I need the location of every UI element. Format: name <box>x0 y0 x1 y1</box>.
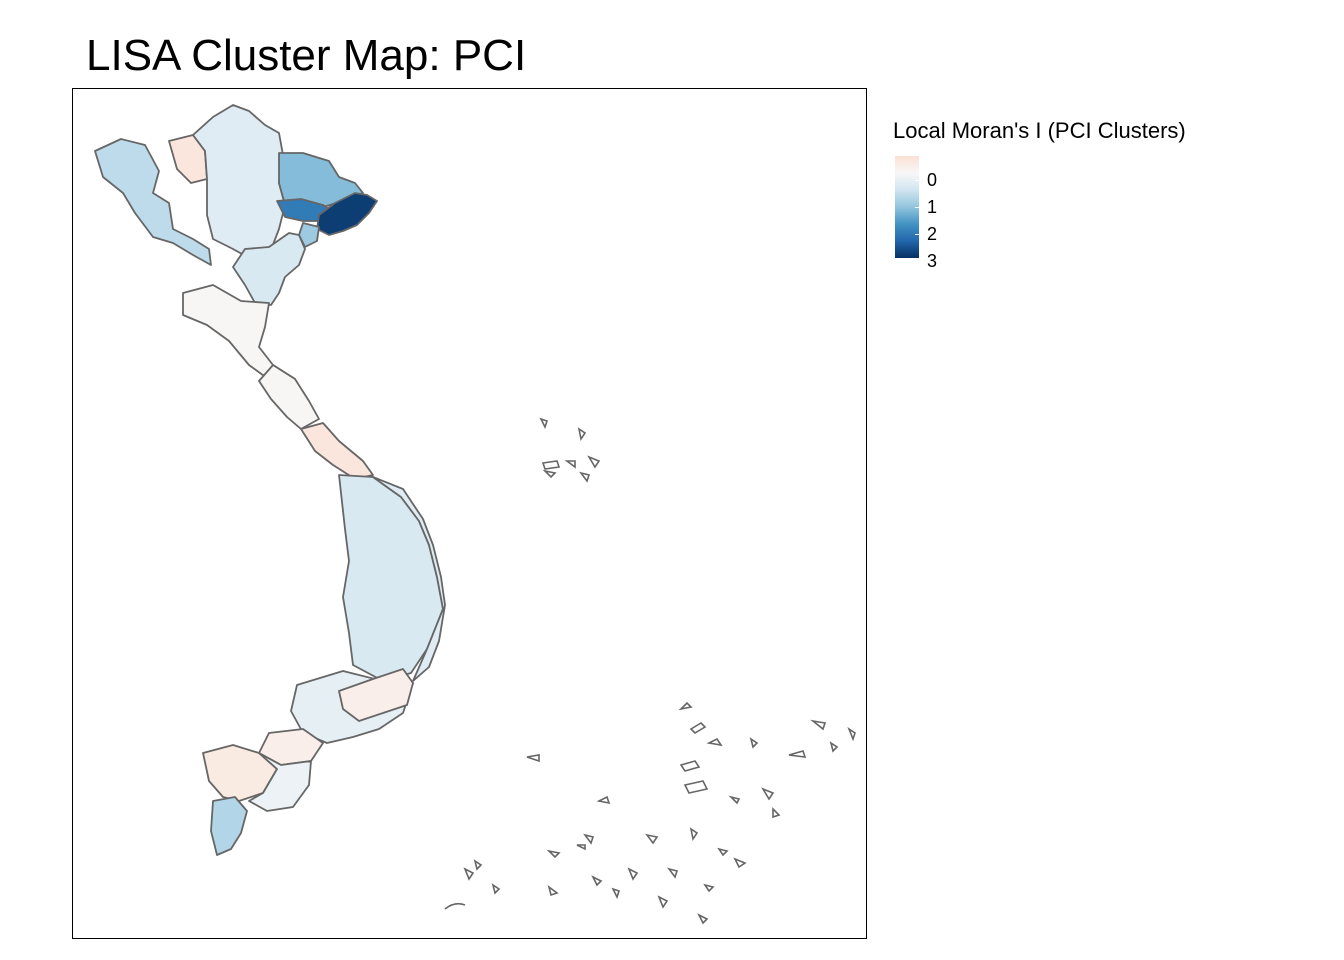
vietnam-map <box>94 104 856 925</box>
red-river-delta <box>232 232 306 306</box>
quang-tri-hue <box>300 422 374 480</box>
legend-label-1: 1 <box>927 197 938 217</box>
quang-ninh-east <box>316 192 378 236</box>
hai-phong-area <box>298 222 320 248</box>
north-central-coast <box>258 364 320 430</box>
dong-nai-area <box>338 668 414 722</box>
legend-label-2: 2 <box>927 224 938 244</box>
legend: Local Moran's I (PCI Clusters) 0 1 2 3 <box>893 116 1186 271</box>
mekong-central <box>248 752 312 812</box>
map-panel <box>72 88 867 939</box>
legend-label-0: 0 <box>927 170 938 190</box>
ca-mau <box>210 796 248 856</box>
legend-body: 0 1 2 3 <box>893 156 1186 271</box>
legend-label-3: 3 <box>927 251 938 271</box>
islands <box>444 417 856 925</box>
thanh-hoa-nghe-an <box>182 284 296 382</box>
legend-tick <box>915 234 919 235</box>
northwest-provinces <box>94 138 212 266</box>
legend-tick <box>915 180 919 181</box>
south-central-coast <box>372 476 446 682</box>
legend-title: Local Moran's I (PCI Clusters) <box>893 118 1186 143</box>
northern-midland-provinces <box>192 104 286 260</box>
legend-tick <box>915 207 919 208</box>
map-title: LISA Cluster Map: PCI <box>86 31 527 80</box>
